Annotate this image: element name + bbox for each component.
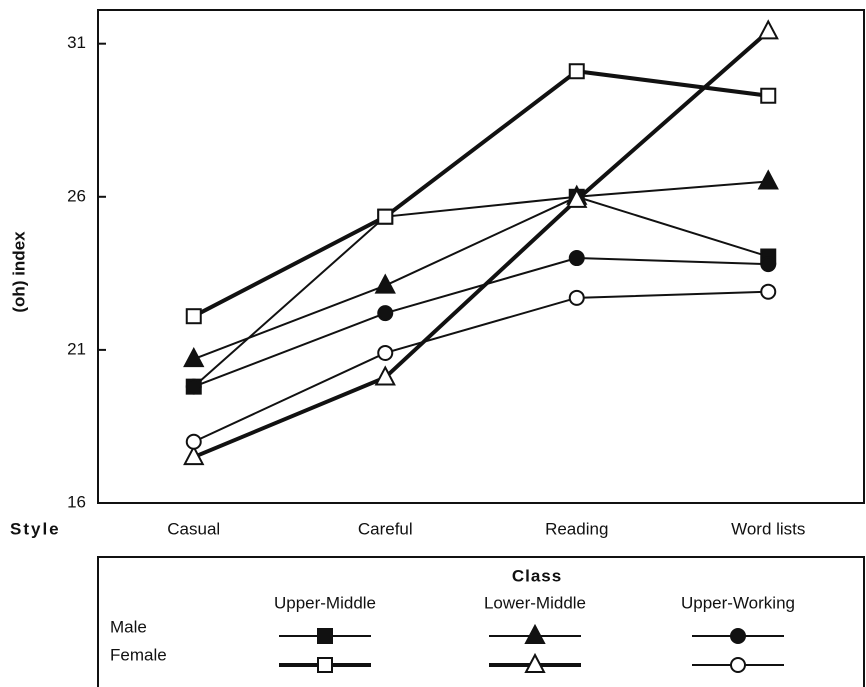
marker [568,289,585,306]
legend-marker [317,628,333,644]
marker [760,87,777,104]
legend-class: Lower-Middle [484,593,586,612]
marker [377,344,394,361]
marker [374,273,396,294]
marker [185,308,202,325]
y-tick-label: 31 [67,33,86,52]
y-axis-label: (oh) index [9,231,28,313]
series-line [193,180,769,361]
marker [185,378,202,395]
marker [568,63,585,80]
legend-class: Upper-Middle [274,593,376,612]
y-tick-label: 16 [67,492,86,511]
marker [185,433,202,450]
marker [377,305,394,322]
marker [757,19,779,40]
x-tick-label: Word lists [731,519,805,538]
marker [566,187,588,208]
marker [183,346,205,368]
marker [374,365,396,386]
x-tick-label: Careful [358,519,413,538]
legend-title: Class [512,566,562,585]
x-axis-label: Style [10,519,61,538]
legend-box [97,556,865,687]
y-tick-label: 26 [67,186,86,205]
x-tick-label: Reading [545,519,608,538]
legend-marker [730,657,746,673]
marker [377,208,394,225]
legend-marker [730,628,746,644]
series-line [193,290,769,443]
y-tick-label: 21 [67,339,86,358]
legend-class: Upper-Working [681,593,795,612]
series-line [192,29,770,459]
legend-sex: Female [110,645,167,664]
legend-marker [317,657,333,673]
series-line [193,195,769,388]
marker [757,169,779,190]
marker [760,256,777,273]
marker [183,444,205,466]
plot-frame [97,9,865,504]
series-line [192,69,769,318]
marker [568,250,585,267]
legend-sex: Male [110,617,147,636]
marker [760,283,777,300]
series-line [193,257,769,388]
x-tick-label: Casual [167,519,220,538]
legend-marker [524,652,546,673]
legend-marker [524,623,546,644]
